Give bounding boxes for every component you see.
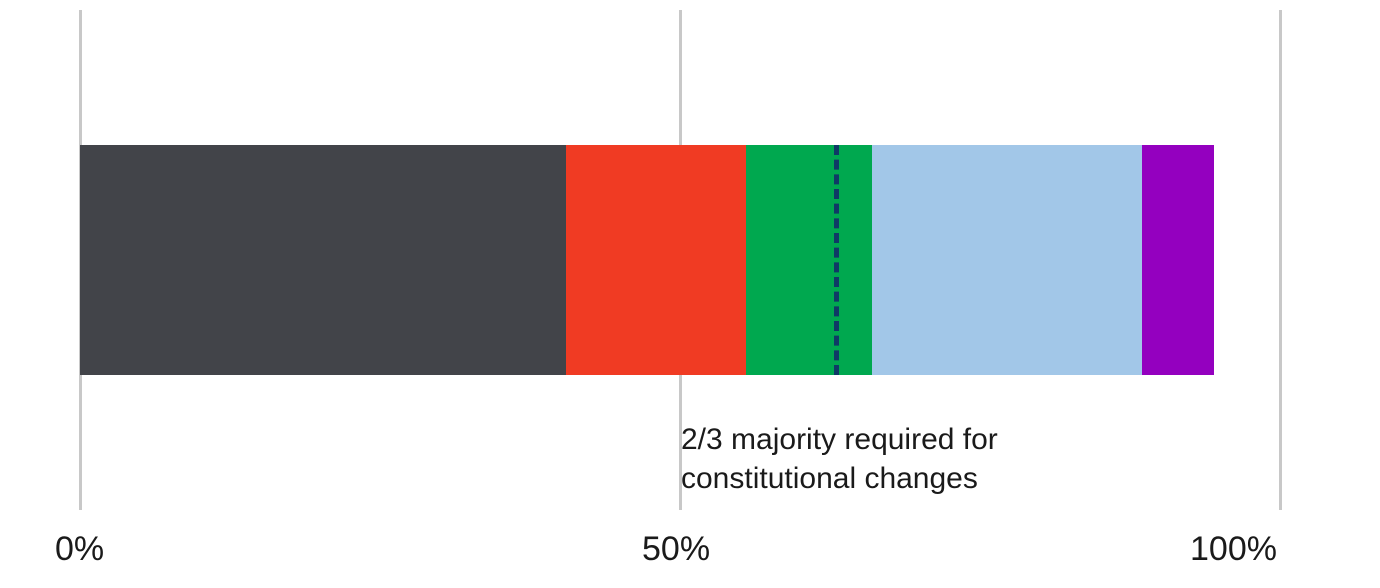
bar-segment-3: [872, 145, 1142, 375]
chart-container: 2/3 majority required for constitutional…: [80, 0, 1280, 588]
bar-segment-4: [1142, 145, 1214, 375]
threshold-label-line1: 2/3 majority required for: [681, 420, 998, 459]
threshold-annotation: 2/3 majority required for constitutional…: [681, 420, 998, 498]
bar-segment-2: [746, 145, 872, 375]
threshold-line: [834, 145, 839, 375]
axis-label-50: 50%: [642, 530, 710, 569]
threshold-label-line2: constitutional changes: [681, 459, 998, 498]
bar-segment-1: [566, 145, 746, 375]
axis-label-100: 100%: [1190, 530, 1277, 569]
plot-area: 2/3 majority required for constitutional…: [80, 10, 1280, 510]
bar-segment-0: [80, 145, 566, 375]
stacked-bar: [80, 145, 1280, 375]
axis-label-0: 0%: [55, 530, 104, 569]
